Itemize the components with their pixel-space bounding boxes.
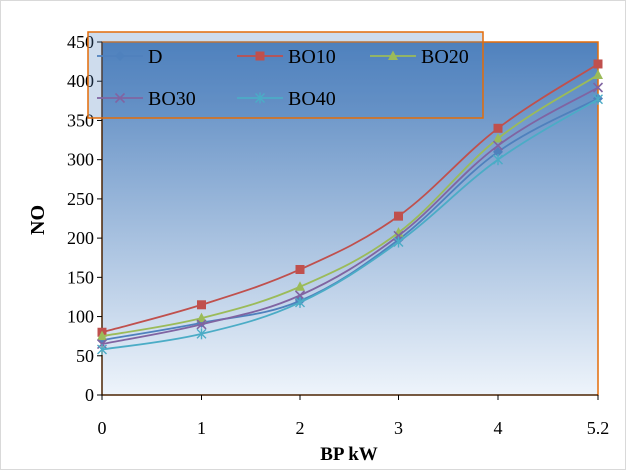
legend-item-d: D bbox=[97, 46, 162, 68]
series-line-bo40 bbox=[101, 98, 599, 351]
legend: D BO10 BO20 BO30 BO40 bbox=[87, 31, 484, 119]
legend-marker-bo10 bbox=[255, 51, 265, 61]
y-tick-label: 50 bbox=[76, 346, 94, 366]
legend-item-bo20: BO20 bbox=[370, 46, 469, 68]
data-point-bo40 bbox=[493, 154, 503, 166]
x-tick-label: 1 bbox=[197, 418, 206, 438]
data-point-bo10 bbox=[593, 59, 603, 69]
legend-item-bo40: BO40 bbox=[237, 88, 336, 110]
x-tick-label: 3 bbox=[394, 418, 403, 438]
y-axis-label: NO bbox=[27, 205, 49, 235]
data-point-bo40 bbox=[393, 236, 404, 248]
data-point-bo20 bbox=[593, 69, 603, 79]
legend-item-bo10: BO10 bbox=[237, 46, 336, 68]
series-line-bo10 bbox=[101, 63, 599, 334]
data-point-bo30 bbox=[492, 140, 504, 151]
y-tick-label: 150 bbox=[67, 267, 94, 287]
legend-label-bo10: BO10 bbox=[288, 46, 336, 68]
y-tick-label: 300 bbox=[67, 150, 94, 170]
data-point-bo40 bbox=[593, 93, 603, 105]
series-bo40 bbox=[97, 93, 603, 356]
legend-box bbox=[87, 31, 484, 119]
data-point-bo10 bbox=[394, 211, 403, 221]
series-layer bbox=[96, 59, 604, 356]
data-point-bo30 bbox=[196, 319, 207, 330]
data-point-bo40 bbox=[295, 296, 305, 308]
data-point-bo30 bbox=[592, 82, 604, 93]
legend-label-d: D bbox=[148, 46, 162, 68]
data-point-bo30 bbox=[294, 290, 306, 301]
legend-marker-bo40 bbox=[255, 92, 265, 104]
data-point-bo40 bbox=[97, 344, 107, 356]
data-point-bo20 bbox=[493, 132, 503, 143]
y-tick-label: 250 bbox=[67, 189, 94, 209]
x-tick-label: 0 bbox=[98, 418, 107, 438]
data-point-bo20 bbox=[295, 281, 305, 291]
data-point-bo10 bbox=[493, 123, 503, 133]
data-point-bo40 bbox=[196, 328, 207, 340]
x-tick-label: 4 bbox=[494, 418, 503, 438]
data-point-bo10 bbox=[295, 264, 305, 274]
legend-marker-bo20 bbox=[388, 50, 398, 60]
series-line-bo30 bbox=[101, 86, 599, 345]
x-tick-label: 2 bbox=[296, 418, 305, 438]
x-tick-label: 5.2 bbox=[587, 418, 610, 438]
legend-item-bo30: BO30 bbox=[97, 88, 196, 110]
y-tick-label: 0 bbox=[85, 385, 94, 405]
legend-label-bo20: BO20 bbox=[421, 46, 469, 68]
plot-area bbox=[101, 41, 599, 396]
x-axis: 0 1 2 3 4 5.2 bbox=[98, 394, 610, 438]
data-point-d bbox=[493, 146, 503, 157]
x-axis-label: BP kW bbox=[320, 444, 378, 465]
y-tick-label: 100 bbox=[67, 307, 94, 327]
legend-label-bo40: BO40 bbox=[288, 88, 336, 110]
y-tick-label: 200 bbox=[67, 228, 94, 248]
legend-marker-d bbox=[115, 51, 125, 61]
legend-marker-bo30 bbox=[114, 92, 126, 104]
data-point-bo20 bbox=[97, 330, 107, 341]
legend-label-bo30: BO30 bbox=[148, 88, 196, 110]
data-point-bo10 bbox=[197, 300, 206, 310]
data-point-bo20 bbox=[196, 312, 207, 323]
series-line-bo20 bbox=[101, 74, 599, 338]
